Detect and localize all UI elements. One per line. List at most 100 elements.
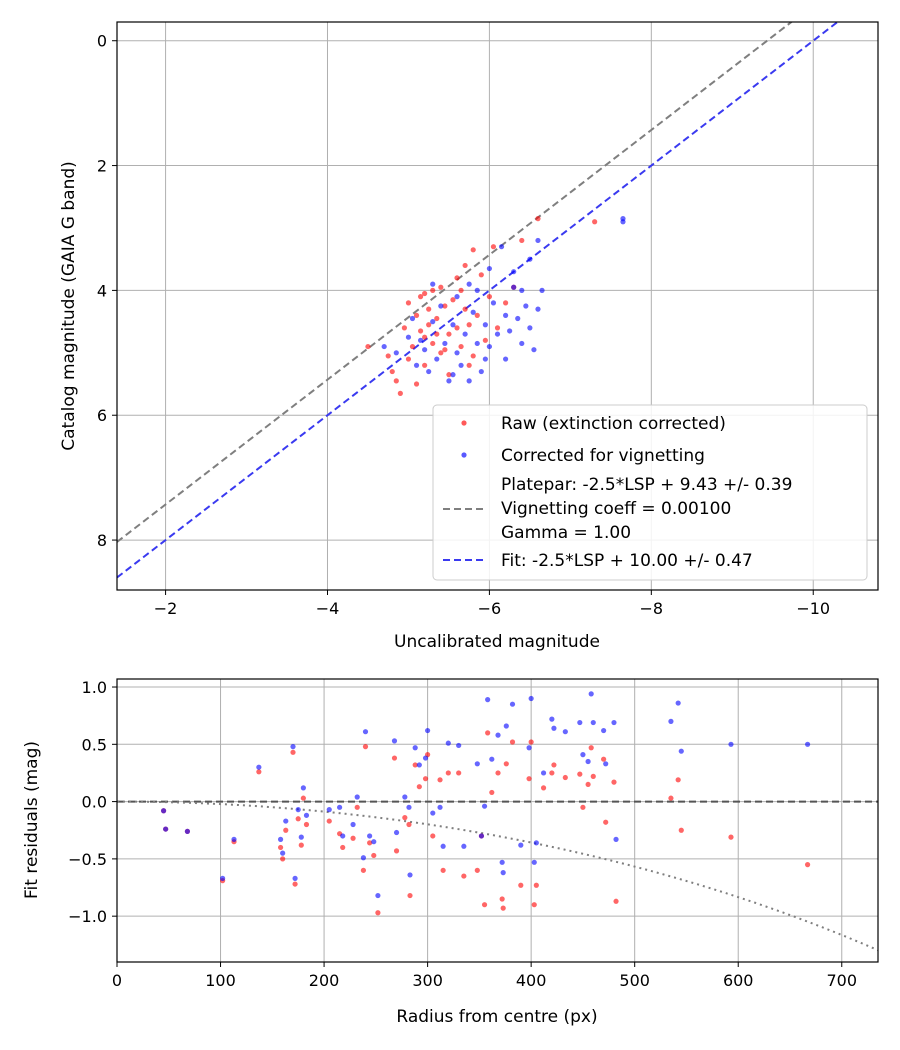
magnitude-plot-raw-extinction-corrected-point xyxy=(442,303,448,309)
residuals-plot-raw-point xyxy=(437,777,443,783)
magnitude-plot-raw-extinction-corrected-point xyxy=(417,294,424,300)
residuals-plot-raw-point xyxy=(485,730,491,736)
residuals-plot-corrected-point xyxy=(489,756,495,762)
residuals-plot-raw-point xyxy=(489,789,495,796)
residuals-plot-x-tick-label: 700 xyxy=(826,971,857,990)
magnitude-plot-corrected-for-vignetting-point xyxy=(519,287,525,293)
magnitude-plot-y-tick-label: 2 xyxy=(97,157,107,176)
residuals-plot-corrected-point xyxy=(220,875,226,881)
residuals-plot-raw-point xyxy=(562,774,568,781)
residuals-plot-corrected-point xyxy=(549,716,555,722)
magnitude-plot-corrected-for-vignetting-point xyxy=(474,340,480,347)
residuals-plot-raw-point xyxy=(371,852,377,859)
residuals-plot-raw-point xyxy=(406,821,412,828)
magnitude-plot-corrected-for-vignetting-point xyxy=(434,356,440,362)
residuals-plot-corrected-point xyxy=(292,875,298,881)
magnitude-plot-raw-extinction-corrected-point xyxy=(470,353,476,359)
magnitude-plot-corrected-for-vignetting-point xyxy=(466,281,472,287)
residuals-plot-x-tick-label: 100 xyxy=(205,971,236,990)
residuals-plot-x-tick-label: 300 xyxy=(412,971,443,990)
residuals-plot-y-tick-label: 0.0 xyxy=(82,793,107,812)
magnitude-plot-x-label: Uncalibrated magnitude xyxy=(394,632,600,652)
residuals-plot-corrected-point xyxy=(298,834,304,840)
residuals-plot-corrected-point xyxy=(303,812,310,818)
magnitude-plot-x-tick-label: −6 xyxy=(478,599,502,618)
residuals-plot-corrected-point xyxy=(445,740,451,746)
residuals-plot-corrected-point xyxy=(804,741,811,747)
legend-platepar-line-1: Platepar: -2.5*LSP + 9.43 +/- 0.39 xyxy=(501,475,792,495)
magnitude-plot-raw-extinction-corrected-point xyxy=(454,325,460,331)
magnitude-plot-x-tick-label: −2 xyxy=(154,599,178,618)
residuals-plot-raw-point xyxy=(445,770,451,776)
residuals-plot-x-label: Radius from centre (px) xyxy=(396,1007,597,1027)
residuals-plot-raw-point xyxy=(303,821,310,828)
legend-box xyxy=(432,404,868,581)
residuals-plot-raw-point xyxy=(416,784,422,790)
residuals-plot-corrected-point xyxy=(485,697,491,703)
magnitude-plot-y-tick-label: 0 xyxy=(97,32,107,51)
residuals-plot-y-label: Fit residuals (mag) xyxy=(22,741,42,899)
magnitude-plot-corrected-for-vignetting-point xyxy=(503,312,509,318)
residuals-plot-x-tick-label: 600 xyxy=(723,971,754,990)
legend-corrected-label: Corrected for vignetting xyxy=(501,446,705,466)
residuals-plot-raw-point xyxy=(360,867,367,873)
magnitude-plot-raw-extinction-corrected-point xyxy=(409,343,416,350)
residuals-plot-corrected-point xyxy=(280,850,286,856)
magnitude-plot-corrected-for-vignetting-point xyxy=(478,368,484,375)
magnitude-plot-raw-extinction-corrected-point xyxy=(442,347,448,353)
residuals-plot-raw-point xyxy=(290,749,296,755)
magnitude-plot-raw-extinction-corrected-point xyxy=(430,287,436,293)
magnitude-plot-raw-extinction-corrected-point xyxy=(426,306,432,312)
residuals-plot-corrected-point xyxy=(290,744,296,750)
residuals-plot-corrected-point xyxy=(611,719,617,726)
residuals-plot-corrected-point xyxy=(440,843,446,849)
residuals-plot-raw-point xyxy=(440,867,446,873)
residuals-plot-ticks: 0 100 200 300 400 500 600 700 −1.0 −0.5 0.0 0.5 1.0 xyxy=(68,678,857,990)
magnitude-plot-raw-extinction-corrected-point xyxy=(486,294,492,300)
magnitude-plot-raw-extinction-corrected-point xyxy=(405,356,412,362)
magnitude-plot-raw-extinction-corrected-point xyxy=(426,322,432,328)
magnitude-plot-raw-extinction-corrected-point xyxy=(478,272,484,278)
residuals-plot-corrected-point xyxy=(528,695,534,702)
magnitude-plot-raw-extinction-corrected-point xyxy=(417,328,424,334)
magnitude-plot-raw-extinction-corrected-point xyxy=(438,350,444,356)
residuals-plot-corrected-point xyxy=(562,729,568,735)
residuals-plot-corrected-point xyxy=(540,770,547,776)
residuals-plot-corrected-point xyxy=(474,761,480,767)
residuals-plot-vignetting-curve xyxy=(117,800,878,952)
magnitude-plot-corrected-for-vignetting-point xyxy=(413,362,420,368)
magnitude-plot-corrected-for-vignetting-point xyxy=(527,325,533,331)
magnitude-plot-fit-lines xyxy=(117,22,840,579)
magnitude-plot-corrected-for-vignetting-point xyxy=(430,319,436,325)
residuals-plot-corrected-point xyxy=(588,691,594,697)
magnitude-plot-raw-extinction-corrected-point xyxy=(450,297,456,303)
magnitude-plot-raw-extinction-corrected-point xyxy=(446,372,452,378)
magnitude-plot-raw-extinction-corrected-point xyxy=(422,334,428,340)
magnitude-plot-corrected-for-vignetting-point xyxy=(490,300,497,306)
residuals-plot-corrected-point xyxy=(375,892,381,899)
magnitude-plot-corrected-for-vignetting-point xyxy=(422,347,428,353)
residuals-plot-corrected-point xyxy=(526,745,532,751)
residuals-plot-raw-point xyxy=(533,882,539,888)
residuals-plot-corrected-point xyxy=(577,719,583,726)
magnitude-plot-raw-extinction-corrected-point xyxy=(462,262,468,269)
residuals-plot-corrected-point xyxy=(481,803,488,809)
residuals-plot-raw-point xyxy=(531,902,537,908)
residuals-plot-raw-point xyxy=(728,834,734,840)
residuals-plot-raw-point xyxy=(499,896,505,902)
magnitude-plot-x-tick-label: −10 xyxy=(796,599,830,618)
residuals-plot-corrected-point xyxy=(300,785,306,791)
residuals-plot-raw-point xyxy=(590,773,596,779)
magnitude-plot-corrected-for-vignetting-point xyxy=(511,269,517,275)
magnitude-plot-raw-extinction-corrected-point xyxy=(454,275,460,281)
magnitude-plot-y-tick-label: 8 xyxy=(97,531,107,550)
residuals-plot-corrected-point xyxy=(360,855,367,861)
magnitude-plot-raw-extinction-corrected-point xyxy=(397,390,403,396)
legend: Raw (extinction corrected) Corrected for… xyxy=(432,404,868,581)
magnitude-plot-raw-extinction-corrected-point xyxy=(470,247,476,253)
residuals-plot-raw-point xyxy=(412,762,418,768)
residuals-plot-raw-point xyxy=(295,816,301,822)
magnitude-plot-raw-extinction-corrected-point xyxy=(413,381,420,387)
residuals-plot-raw-point xyxy=(526,776,532,782)
